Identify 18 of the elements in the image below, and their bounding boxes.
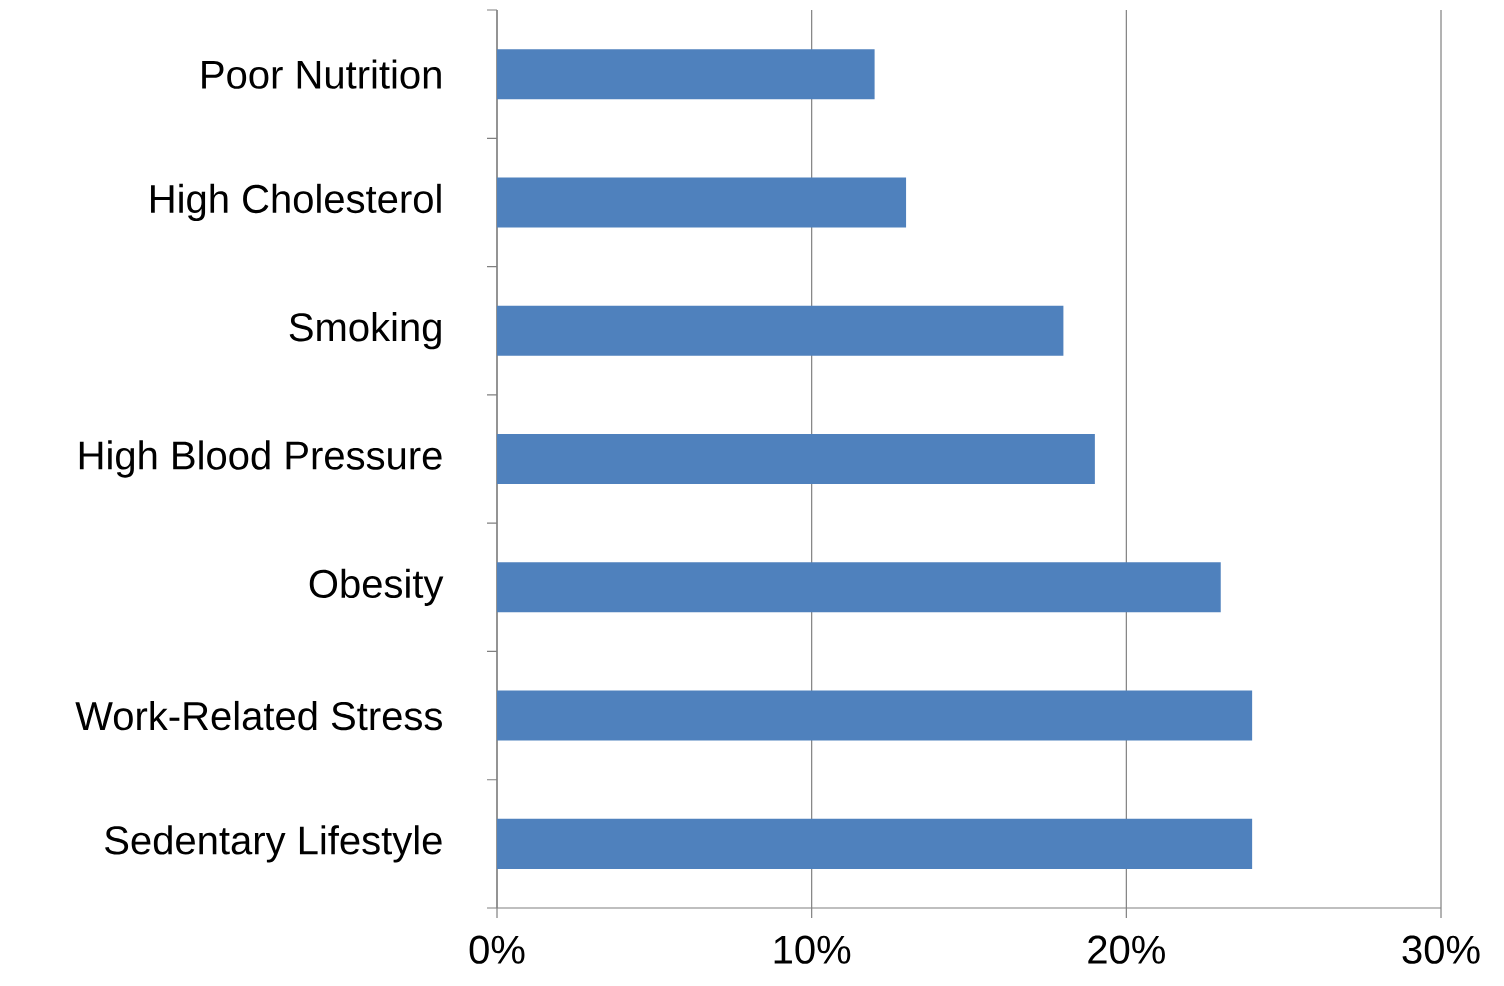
y-tick-label: Work-Related Stress — [75, 700, 442, 731]
x-tick-label: 20% — [1088, 935, 1165, 964]
y-tick-label: Poor Nutrition — [202, 59, 441, 89]
y-tick-label: Smoking — [289, 312, 441, 350]
y-tick-label: High Cholesterol — [151, 183, 441, 222]
bar — [497, 305, 1064, 356]
y-tick-label: Obesity — [309, 568, 444, 606]
bar — [497, 690, 1253, 741]
bar — [497, 177, 907, 228]
y-tick-label: Sedentary Lifestyle — [105, 825, 442, 863]
bar — [497, 433, 1095, 485]
y-tick-label: High Blood Pressure — [79, 440, 442, 478]
bar — [497, 818, 1253, 869]
bar — [497, 562, 1221, 613]
x-tick-label: 10% — [774, 935, 851, 964]
bar — [497, 49, 875, 100]
x-tick-label: 0% — [469, 935, 525, 964]
x-tick-label: 30% — [1402, 935, 1480, 964]
